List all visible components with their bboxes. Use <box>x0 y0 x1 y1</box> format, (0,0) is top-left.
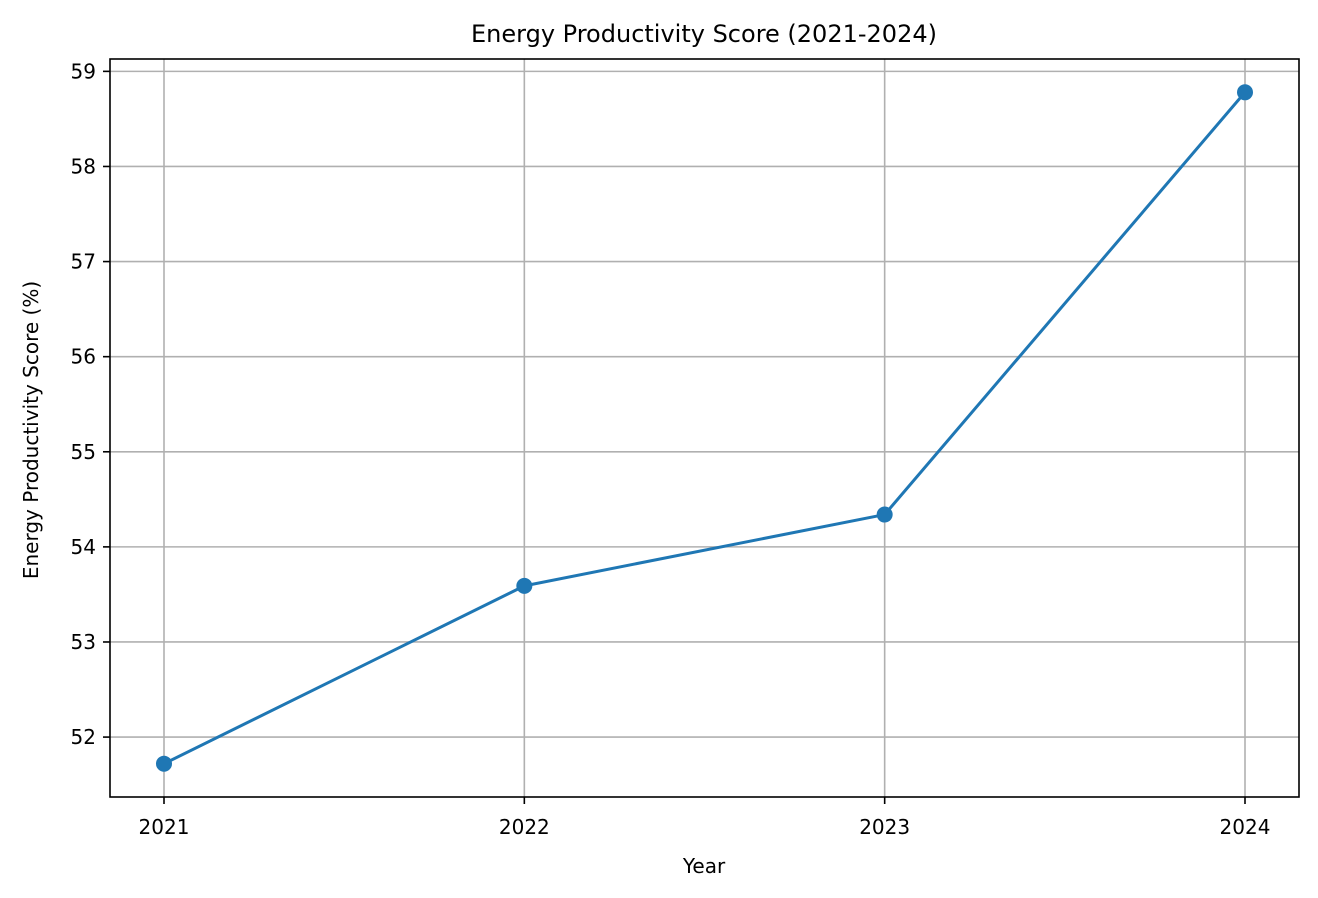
y-tick-label: 52 <box>71 725 96 749</box>
x-axis-label: Year <box>682 854 726 878</box>
series-line-layer <box>156 84 1253 772</box>
y-axis-label: Energy Productivity Score (%) <box>19 281 43 579</box>
x-tick-label: 2022 <box>499 815 550 839</box>
data-point-2021 <box>156 755 172 772</box>
x-tick-label: 2023 <box>859 815 910 839</box>
plot-frame <box>109 58 1300 798</box>
plot-area <box>110 59 1299 797</box>
y-tick-label: 53 <box>71 630 96 654</box>
data-point-2023 <box>876 506 893 523</box>
x-tick-label: 2021 <box>139 815 190 839</box>
y-tick-label: 59 <box>71 59 96 83</box>
data-point-2022 <box>516 577 533 594</box>
y-tick-label: 58 <box>71 154 96 178</box>
y-tick-label: 57 <box>71 250 96 274</box>
data-point-2024 <box>1237 84 1253 101</box>
x-tick-label: 2024 <box>1220 815 1271 839</box>
axis-ticks: 2021 2022 2023 2024 52 53 54 55 56 57 58 59 <box>71 59 1271 839</box>
y-tick-label: 55 <box>71 440 96 464</box>
series-line <box>161 90 1248 766</box>
y-tick-label: 54 <box>71 535 96 559</box>
chart-title: Energy Productivity Score (2021-2024) <box>471 20 937 48</box>
y-tick-label: 56 <box>71 345 96 369</box>
